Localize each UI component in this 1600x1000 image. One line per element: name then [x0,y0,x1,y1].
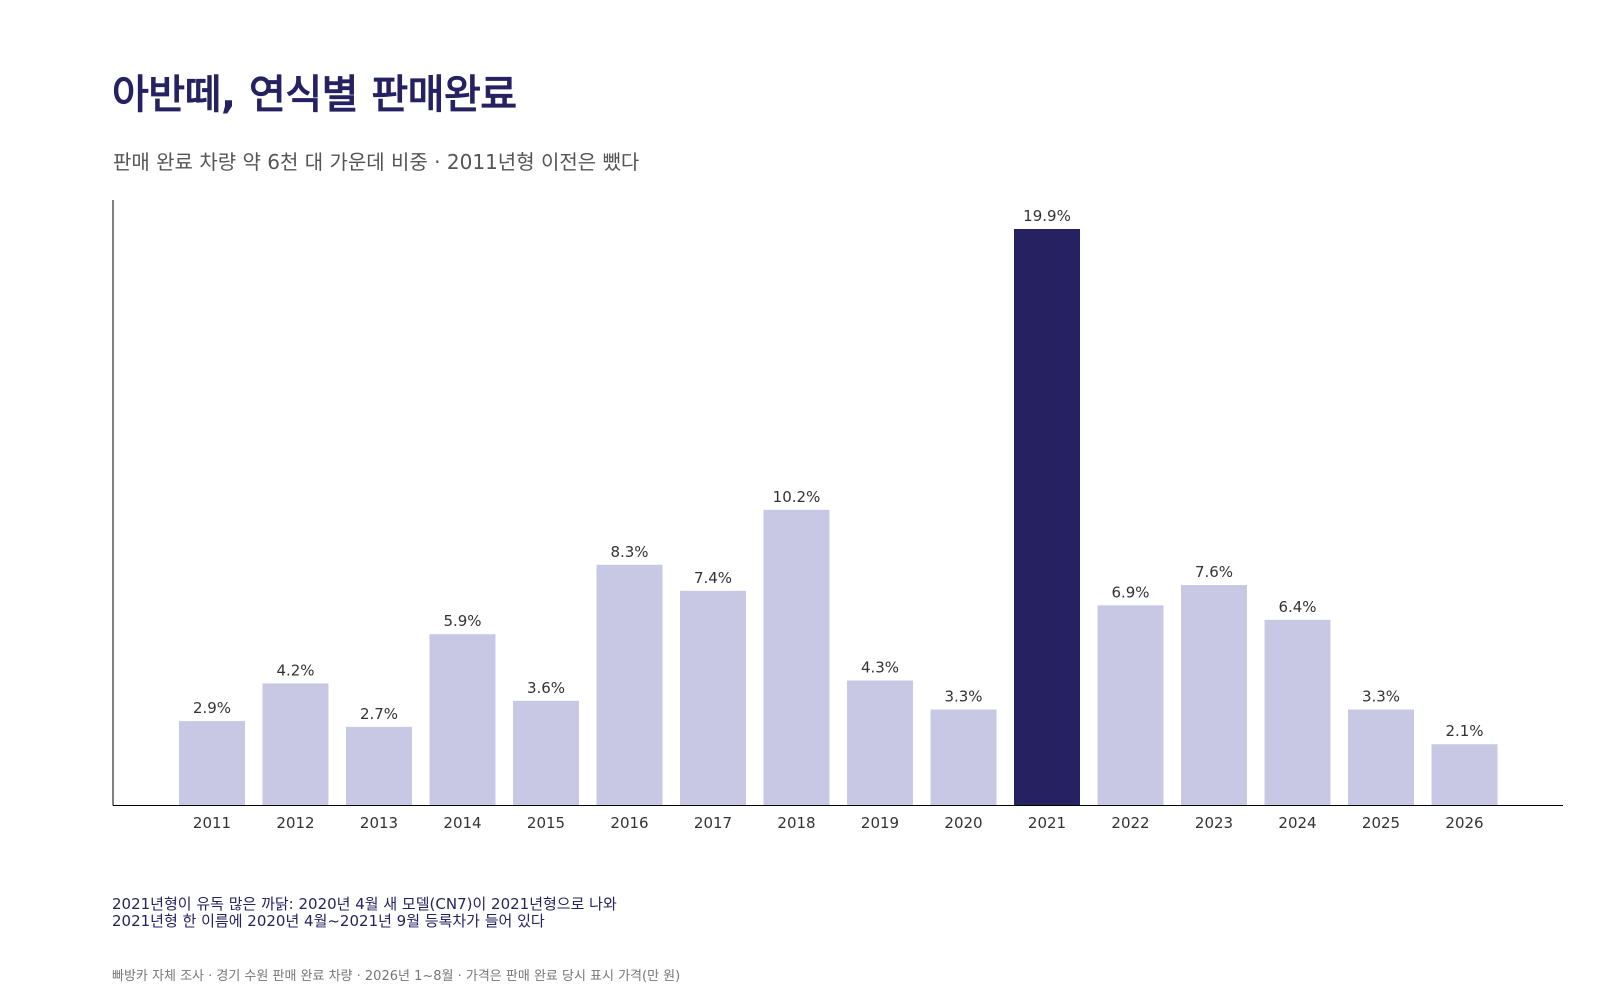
data-label-2016: 8.3% [610,543,648,561]
bar-2015 [513,700,579,805]
x-tick-label-2020: 2020 [944,814,982,832]
bar-2011 [179,721,245,805]
bar-2017 [680,590,746,805]
x-tick-label-2013: 2013 [360,814,398,832]
bar-2012 [262,683,329,805]
data-label-2021: 19.9% [1023,207,1071,225]
data-label-2026: 2.1% [1445,722,1483,740]
data-label-2022: 6.9% [1111,583,1149,601]
bar-2021-highlight [1014,229,1080,805]
bar-2026 [1431,744,1498,805]
data-label-2019: 4.3% [861,659,899,677]
data-label-2014: 5.9% [443,612,481,630]
x-tick-label-2016: 2016 [610,814,648,832]
bar-2016 [596,564,663,805]
data-label-2011: 2.9% [193,699,231,717]
x-tick-label-2017: 2017 [694,814,732,832]
data-label-2020: 3.3% [944,688,982,706]
x-tick-label-2021: 2021 [1028,814,1066,832]
bar-2019 [847,680,913,805]
x-tick-label-2011: 2011 [193,814,231,832]
x-tick-label-2018: 2018 [777,814,815,832]
chart-title: 아반떼, 연식별 판매완료 [112,72,517,118]
bar-2013 [346,726,412,805]
x-tick-label-2015: 2015 [527,814,565,832]
data-label-2023: 7.6% [1195,563,1233,581]
x-tick-label-2024: 2024 [1278,814,1316,832]
bar-2025 [1348,709,1414,805]
bar-chart: 2.9% 2011 4.2% 2012 2.7% 2013 5.9% 2014 3.6% 2015… [112,200,1563,832]
data-label-2012: 4.2% [276,661,314,679]
note-line-1: 2021년형이 유독 많은 까닭: 2020년 4월 새 모델(CN7)이 20… [112,895,617,913]
data-label-2025: 3.3% [1362,688,1400,706]
bar-2014 [429,634,496,805]
x-tick-label-2014: 2014 [443,814,481,832]
chart-subtitle: 판매 완료 차량 약 6천 대 가운데 비중 · 2011년형 이전은 뺐다 [113,150,640,174]
data-label-2018: 10.2% [773,488,821,506]
data-label-2015: 3.6% [527,679,565,697]
source-credit: 빠방카 자체 조사 · 경기 수원 판매 완료 차량 · 2026년 1~8월 … [112,969,681,984]
x-tick-label-2019: 2019 [861,814,899,832]
x-tick-label-2026: 2026 [1445,814,1483,832]
bar-2022 [1097,605,1164,805]
x-tick-label-2022: 2022 [1111,814,1149,832]
bar-2020 [930,709,997,805]
data-label-2013: 2.7% [360,705,398,723]
chart-note: 2021년형이 유독 많은 까닭: 2020년 4월 새 모델(CN7)이 20… [112,896,617,930]
x-tick-label-2025: 2025 [1362,814,1400,832]
note-line-2: 2021년형 한 이름에 2020년 4월~2021년 9월 등록차가 들어 있… [112,912,545,930]
data-label-2024: 6.4% [1278,598,1316,616]
bar-2018 [763,509,830,805]
x-tick-label-2012: 2012 [276,814,314,832]
x-tick-label-2023: 2023 [1195,814,1233,832]
data-label-2017: 7.4% [694,569,732,587]
bar-2023 [1181,585,1247,805]
bar-2024 [1264,619,1331,805]
